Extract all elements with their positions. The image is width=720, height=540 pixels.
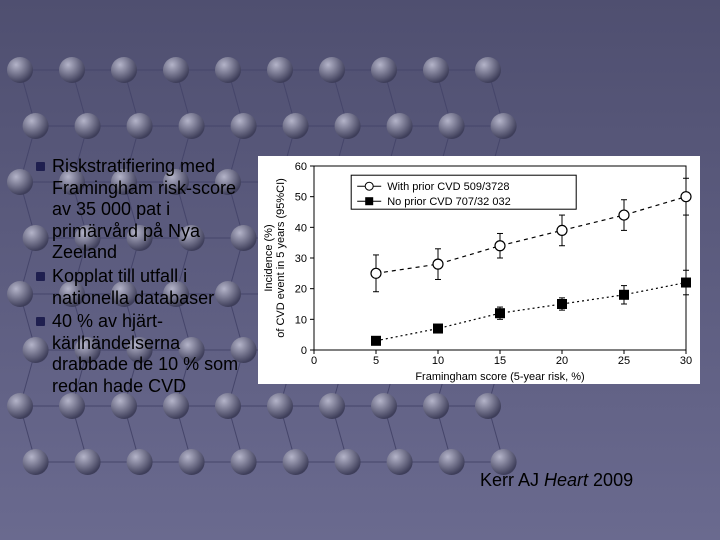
svg-text:20: 20 [295, 284, 307, 296]
svg-text:Framingham score (5-year risk,: Framingham score (5-year risk, %) [415, 371, 584, 383]
svg-text:No prior CVD 707/32 032: No prior CVD 707/32 032 [387, 196, 511, 208]
svg-text:10: 10 [295, 314, 307, 326]
svg-text:20: 20 [556, 355, 568, 367]
bullet-list: Riskstratifiering med Framingham risk-sc… [36, 156, 246, 398]
svg-text:50: 50 [295, 192, 307, 204]
svg-text:5: 5 [373, 355, 379, 367]
svg-text:of CVD event in 5 years (95%CI: of CVD event in 5 years (95%CI) [275, 178, 287, 338]
svg-text:0: 0 [301, 345, 307, 357]
svg-text:Incidence (%): Incidence (%) [263, 224, 275, 291]
svg-text:60: 60 [295, 161, 307, 173]
svg-text:40: 40 [295, 222, 307, 234]
bullet-item: 40 % av hjärt-kärlhändelserna drabbade d… [36, 311, 246, 397]
svg-text:0: 0 [311, 355, 317, 367]
slide-root: Riskstratifiering med Framingham risk-sc… [0, 0, 720, 540]
citation-text: Kerr AJ Heart 2009 [480, 470, 633, 491]
chart-svg: 0 5 10 15 20 25 30 0 10 20 30 40 50 60 Framingham scor… [258, 156, 700, 384]
svg-text:10: 10 [432, 355, 444, 367]
svg-text:With prior CVD 509/3728: With prior CVD 509/3728 [387, 181, 509, 193]
svg-text:25: 25 [618, 355, 630, 367]
chart-panel: 0 5 10 15 20 25 30 0 10 20 30 40 50 60 Framingham scor… [258, 156, 700, 384]
bullet-item: Riskstratifiering med Framingham risk-sc… [36, 156, 246, 264]
citation-prefix: Kerr AJ [480, 470, 544, 490]
svg-text:30: 30 [295, 253, 307, 265]
bullet-item: Kopplat till utfall i nationella databas… [36, 266, 246, 309]
bullet-text-block: Riskstratifiering med Framingham risk-sc… [36, 156, 246, 400]
citation-suffix: 2009 [588, 470, 633, 490]
citation-journal: Heart [544, 470, 588, 490]
svg-text:15: 15 [494, 355, 506, 367]
svg-text:30: 30 [680, 355, 692, 367]
